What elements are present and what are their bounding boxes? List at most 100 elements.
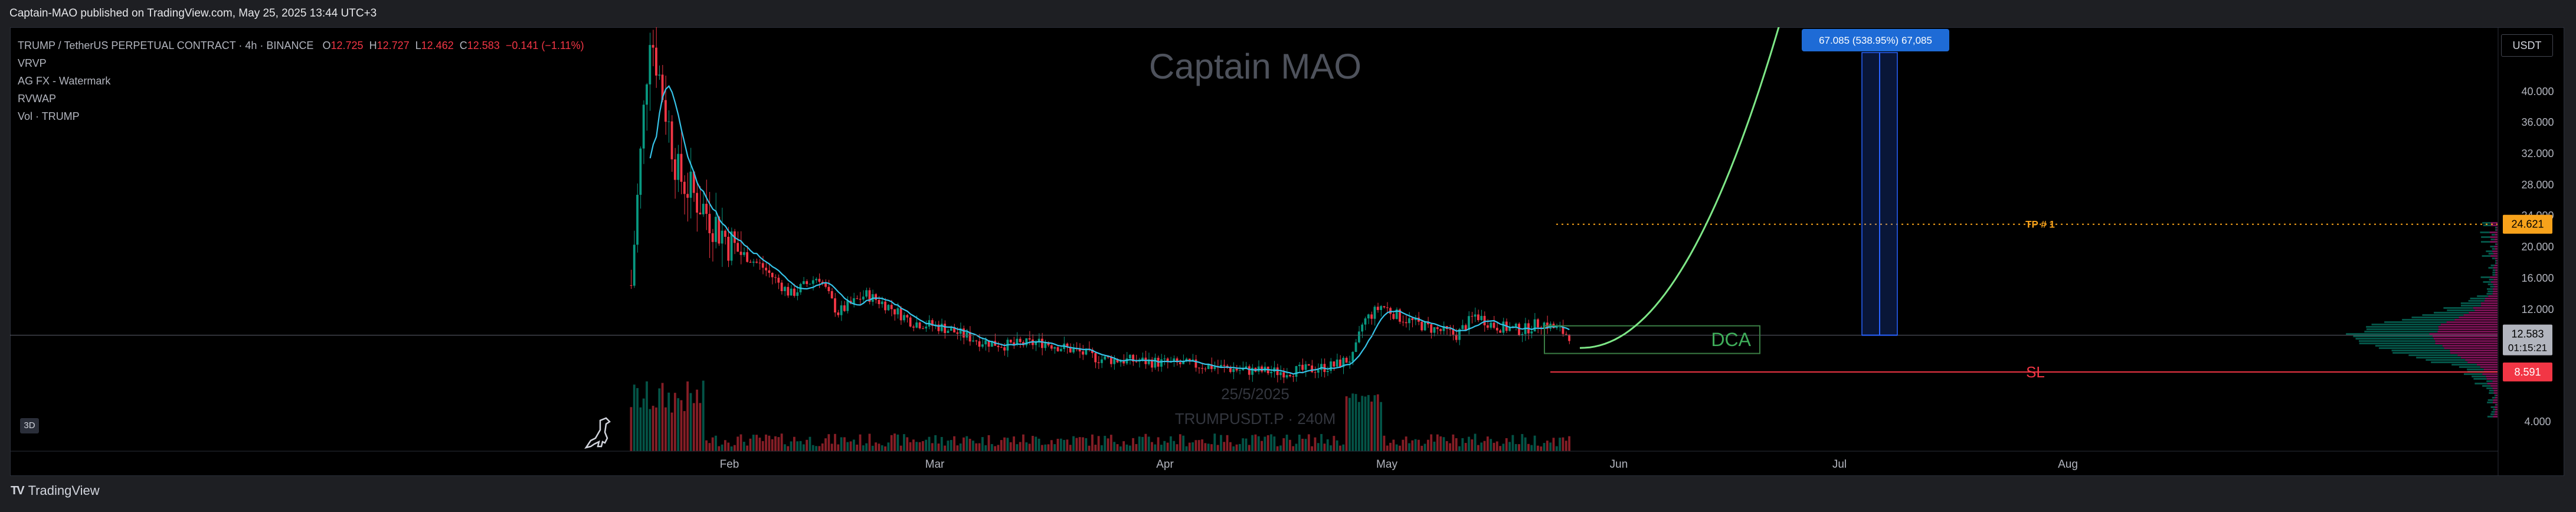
volume-bar bbox=[1474, 433, 1477, 451]
volume-bar bbox=[1160, 445, 1163, 451]
profile-bar-up bbox=[2460, 302, 2481, 304]
3d-button[interactable]: 3D bbox=[20, 418, 39, 433]
volume-bar bbox=[1414, 439, 1417, 451]
volume-bar bbox=[1282, 438, 1285, 451]
volume-bar bbox=[1546, 441, 1549, 451]
candle-body bbox=[978, 341, 981, 347]
profile-bar-down bbox=[2480, 302, 2498, 304]
candle-body bbox=[1242, 368, 1245, 370]
volume-bar bbox=[1116, 444, 1119, 451]
candle-body bbox=[1279, 372, 1282, 376]
indicator-watermark[interactable]: AG FX - Watermark bbox=[18, 75, 111, 87]
candle-body bbox=[1094, 353, 1097, 363]
profile-bar-down bbox=[2495, 411, 2498, 413]
candle-body bbox=[721, 230, 724, 244]
volume-bar bbox=[702, 380, 705, 451]
candle-body bbox=[821, 282, 824, 283]
candle-body bbox=[739, 252, 742, 255]
volume-bar bbox=[1314, 437, 1317, 451]
profile-bar-up bbox=[2492, 248, 2495, 250]
volume-bar bbox=[1423, 443, 1426, 451]
volume-bar bbox=[1141, 436, 1144, 451]
volume-bar bbox=[1044, 444, 1047, 451]
profile-bar-down bbox=[2492, 402, 2498, 403]
candle-body bbox=[925, 327, 928, 329]
volume-bar bbox=[667, 392, 670, 451]
candle-body bbox=[715, 217, 717, 242]
volume-bar bbox=[809, 436, 811, 451]
profile-bar-up bbox=[2474, 383, 2487, 384]
volume-bar bbox=[1006, 438, 1009, 451]
candle-body bbox=[1109, 357, 1112, 364]
candle-body bbox=[1508, 327, 1511, 331]
candle-body bbox=[893, 309, 896, 315]
profile-bar-up bbox=[2451, 364, 2477, 366]
candle-body bbox=[1386, 307, 1389, 308]
profile-bar-up bbox=[2408, 354, 2458, 356]
volume-bar bbox=[673, 393, 676, 451]
candle-body bbox=[761, 263, 764, 268]
volume-bar bbox=[1261, 441, 1263, 451]
candle-body bbox=[652, 45, 654, 48]
volume-bar bbox=[1408, 443, 1410, 451]
volume-bar bbox=[755, 435, 758, 451]
y-tick-label: 40.000 bbox=[2521, 86, 2554, 97]
price-chart[interactable]: Captain MAO 25/5/2025 TRUMPUSDT.P · 240M… bbox=[10, 27, 2564, 476]
dca-zone[interactable] bbox=[1544, 325, 1760, 354]
price-axis[interactable]: 40.00036.00032.00028.00024.00020.00016.0… bbox=[2498, 27, 2554, 476]
indicator-vrvp[interactable]: VRVP bbox=[18, 57, 47, 69]
countdown-tag: 01:15:21 bbox=[2508, 343, 2547, 354]
candle-body bbox=[852, 298, 855, 304]
candle-body bbox=[1113, 358, 1116, 364]
volume-bar bbox=[708, 443, 711, 451]
watermark-date: 25/5/2025 bbox=[1221, 385, 1289, 403]
candle-body bbox=[1053, 347, 1056, 349]
volume-bar bbox=[811, 445, 814, 451]
profile-bar-down bbox=[2435, 340, 2498, 342]
currency-button[interactable]: USDT bbox=[2501, 34, 2553, 57]
profile-bar-down bbox=[2493, 267, 2498, 269]
volume-bar bbox=[739, 434, 742, 451]
volume-bar bbox=[1426, 439, 1429, 451]
candle-body bbox=[708, 214, 711, 233]
volume-bar bbox=[875, 442, 878, 451]
chart-pane[interactable] bbox=[10, 27, 2564, 476]
volume-bar bbox=[1311, 446, 1314, 451]
volume-bar bbox=[1298, 435, 1301, 451]
candle-body bbox=[1411, 318, 1414, 320]
volume-bar bbox=[1367, 394, 1370, 451]
indicator-volume[interactable]: Vol · TRUMP bbox=[18, 110, 80, 122]
profile-bar-up bbox=[2402, 319, 2455, 321]
volume-bar bbox=[815, 446, 817, 451]
profile-bar-down bbox=[2496, 227, 2498, 229]
profile-bar-up bbox=[2489, 279, 2494, 281]
volume-bar bbox=[852, 439, 855, 451]
volume-bar bbox=[1549, 442, 1552, 451]
candle-body bbox=[950, 328, 953, 331]
volume-bar bbox=[642, 398, 645, 451]
high-label: H bbox=[369, 40, 377, 51]
volume-profile bbox=[2346, 222, 2498, 418]
candle-body bbox=[1009, 340, 1012, 343]
indicator-rvwap[interactable]: RVWAP bbox=[18, 93, 57, 105]
candle-body bbox=[1342, 357, 1345, 367]
high-value: 12.727 bbox=[377, 40, 410, 51]
profile-bar-up bbox=[2371, 324, 2441, 325]
tradingview-logo[interactable]: TV TradingView bbox=[11, 483, 100, 498]
profile-bar-up bbox=[2477, 295, 2489, 297]
volume-bar bbox=[1204, 443, 1207, 451]
volume-bar bbox=[950, 440, 953, 451]
volume-bar bbox=[1066, 439, 1069, 451]
candle-body bbox=[1495, 328, 1498, 331]
candle-body bbox=[796, 292, 799, 296]
volume-bar bbox=[780, 433, 783, 451]
candle-body bbox=[884, 301, 886, 311]
volume-bar bbox=[768, 435, 771, 451]
time-axis[interactable]: Feb Mar Apr May Jun Jul Aug bbox=[10, 451, 2498, 471]
volume-bar bbox=[1330, 445, 1332, 451]
candle-body bbox=[1292, 376, 1295, 377]
volume-bar bbox=[1053, 444, 1056, 451]
volume-bar bbox=[1229, 442, 1232, 451]
candle-body bbox=[1210, 364, 1213, 369]
profile-bar-up bbox=[2392, 352, 2450, 354]
